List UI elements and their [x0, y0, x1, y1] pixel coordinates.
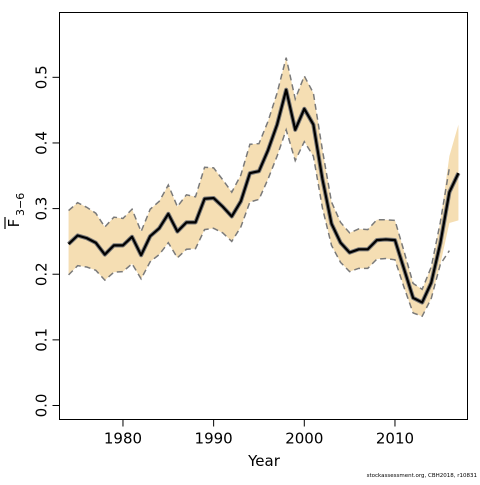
estimate-line — [67, 88, 460, 304]
x-tick-label: 1990 — [195, 430, 233, 448]
x-axis: 1980 1990 2000 2010 — [104, 419, 414, 448]
x-tick-label: 2010 — [376, 430, 414, 448]
y-tick-label: 0.3 — [33, 197, 51, 221]
y-tick-label: 0.5 — [33, 65, 51, 89]
x-tick-label: 2000 — [285, 430, 323, 448]
credit-text: stockassessment.org, CBH2018, r10831 — [367, 473, 477, 479]
y-axis-title-main: F — [5, 219, 23, 228]
y-axis-title-subscript: 3−6 — [14, 193, 27, 216]
x-axis-title: Year — [247, 452, 281, 470]
confidence-band-layer — [68, 57, 459, 317]
y-tick-label: 0.0 — [33, 394, 51, 418]
plot-frame — [59, 12, 468, 420]
y-axis: 0.0 0.1 0.2 0.3 0.4 0.5 — [33, 65, 60, 417]
x-tick-label: 1980 — [104, 430, 142, 448]
y-tick-label: 0.1 — [33, 328, 51, 352]
y-tick-label: 0.4 — [33, 131, 51, 155]
confidence-band — [68, 57, 459, 317]
y-tick-label: 0.2 — [33, 262, 51, 286]
estimate-line-layer — [67, 87, 461, 305]
y-axis-title: F 3−6 — [4, 193, 27, 229]
bounds-layer — [68, 57, 451, 318]
upper-bound-line — [68, 57, 451, 291]
lower-bound-line — [68, 127, 450, 318]
